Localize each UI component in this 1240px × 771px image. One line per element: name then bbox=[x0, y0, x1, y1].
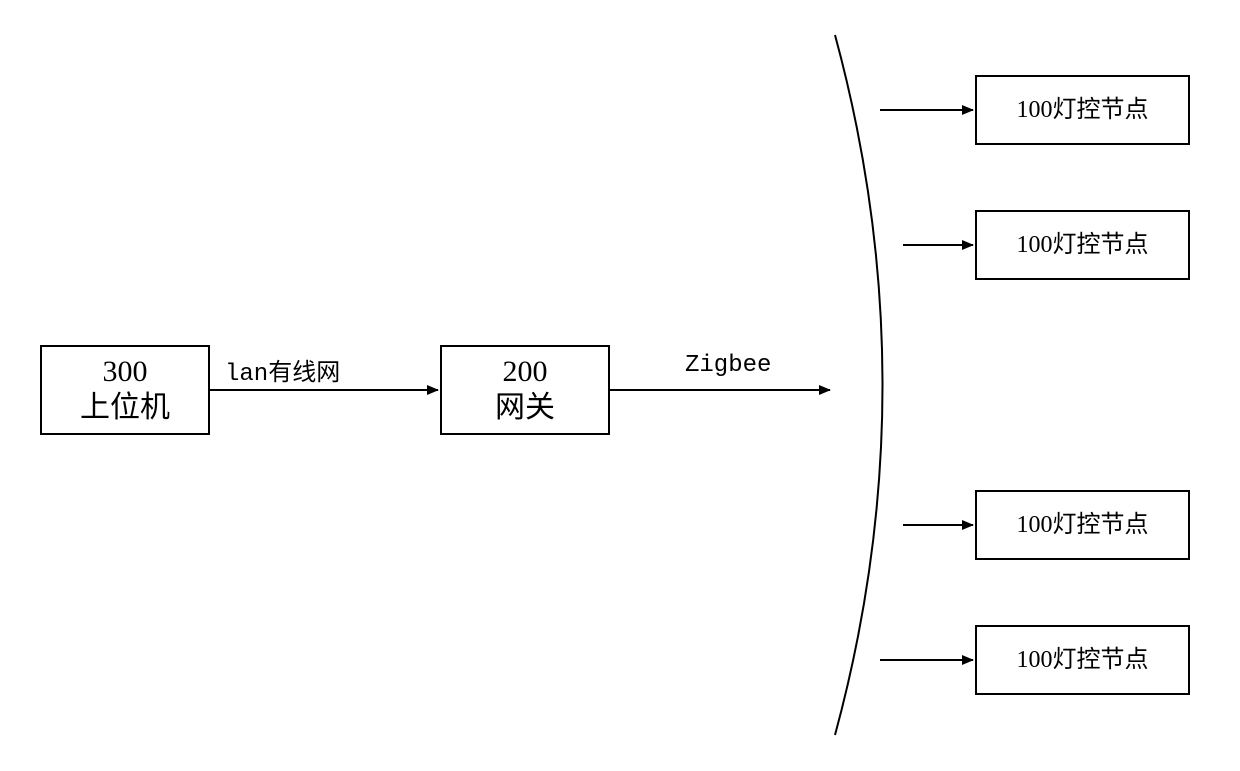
node-endpoint-2-label: 100灯控节点 bbox=[1017, 231, 1149, 260]
node-endpoint-1: 100灯控节点 bbox=[975, 75, 1190, 145]
node-gateway-id: 200 bbox=[503, 354, 548, 390]
node-endpoint-4: 100灯控节点 bbox=[975, 625, 1190, 695]
node-endpoint-3-label: 100灯控节点 bbox=[1017, 511, 1149, 540]
node-endpoint-3: 100灯控节点 bbox=[975, 490, 1190, 560]
node-gateway: 200 网关 bbox=[440, 345, 610, 435]
node-host-id: 300 bbox=[103, 354, 148, 390]
node-host-label: 上位机 bbox=[80, 390, 170, 426]
node-endpoint-2: 100灯控节点 bbox=[975, 210, 1190, 280]
node-endpoint-4-label: 100灯控节点 bbox=[1017, 646, 1149, 675]
fanout-arc bbox=[835, 35, 883, 735]
node-endpoint-1-label: 100灯控节点 bbox=[1017, 96, 1149, 125]
node-gateway-label: 网关 bbox=[495, 390, 555, 426]
node-host: 300 上位机 bbox=[40, 345, 210, 435]
edge-label-lan: lan有线网 bbox=[225, 352, 340, 388]
edge-label-zigbee: Zigbee bbox=[685, 352, 771, 379]
